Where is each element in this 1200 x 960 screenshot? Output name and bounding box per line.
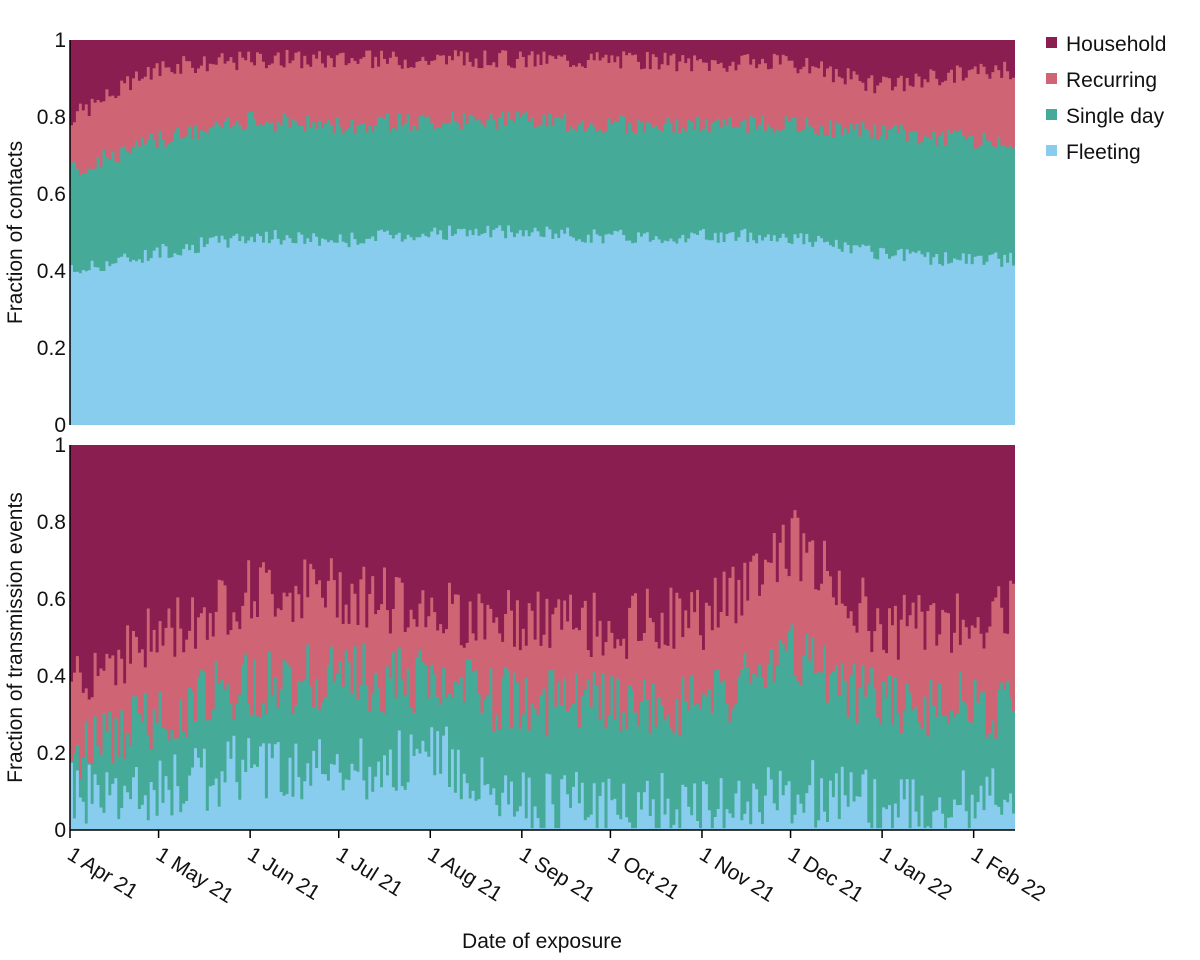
x-tick-label: 1 Jun 21 bbox=[243, 843, 324, 905]
series-single-day-area bbox=[70, 624, 1015, 830]
y-tick-label: 1 bbox=[54, 434, 66, 457]
y-tick-label: 0.8 bbox=[37, 106, 66, 129]
contacts-panel: 0 0.2 0.4 0.6 0.8 1 Fraction of contacts bbox=[4, 29, 1015, 437]
legend: Household Recurring Single day Fleeting bbox=[1046, 33, 1166, 164]
x-tick-label: 1 May 21 bbox=[152, 843, 237, 908]
x-tick-label: 1 Apr 21 bbox=[63, 843, 142, 904]
x-tick-label: 1 Oct 21 bbox=[604, 843, 684, 905]
legend-swatch-household bbox=[1046, 37, 1057, 48]
x-tick-label: 1 Nov 21 bbox=[695, 843, 778, 907]
y-axis-label: Fraction of contacts bbox=[4, 141, 27, 324]
y-tick-label: 1 bbox=[54, 29, 66, 52]
series-fleeting-area bbox=[70, 726, 1015, 830]
x-tick-label: 1 Dec 21 bbox=[784, 843, 867, 907]
legend-label-single-day: Single day bbox=[1066, 105, 1165, 128]
y-tick-label: 0.4 bbox=[37, 665, 67, 688]
legend-label-recurring: Recurring bbox=[1066, 69, 1157, 92]
legend-swatch-recurring bbox=[1046, 73, 1057, 84]
y-tick-label: 0 bbox=[54, 819, 66, 842]
legend-label-fleeting: Fleeting bbox=[1066, 141, 1141, 164]
legend-swatch-single-day bbox=[1046, 109, 1057, 120]
x-tick-label: 1 Feb 22 bbox=[967, 843, 1049, 906]
x-tick-label: 1 Jan 22 bbox=[875, 843, 956, 905]
y-tick-label: 0.8 bbox=[37, 511, 66, 534]
x-axis-label: Date of exposure bbox=[462, 930, 622, 953]
x-tick-label: 1 Sep 21 bbox=[515, 843, 598, 907]
legend-swatch-fleeting bbox=[1046, 145, 1057, 156]
y-tick-label: 0.4 bbox=[37, 260, 67, 283]
y-tick-label: 0.2 bbox=[37, 742, 66, 765]
y-tick-label: 0 bbox=[54, 414, 66, 437]
x-tick-label: 1 Jul 21 bbox=[332, 843, 407, 901]
transmission-panel: 0 0.2 0.4 0.6 0.8 1 Fraction of transmission e… bbox=[4, 434, 1050, 908]
y-tick-label: 0.6 bbox=[37, 183, 66, 206]
y-tick-label: 0.6 bbox=[37, 588, 66, 611]
series-fleeting-area bbox=[70, 225, 1015, 425]
y-tick-label: 0.2 bbox=[37, 337, 66, 360]
y-axis-label: Fraction of transmission events bbox=[4, 492, 27, 783]
legend-label-household: Household bbox=[1066, 33, 1166, 56]
x-tick-label: 1 Aug 21 bbox=[424, 843, 507, 906]
